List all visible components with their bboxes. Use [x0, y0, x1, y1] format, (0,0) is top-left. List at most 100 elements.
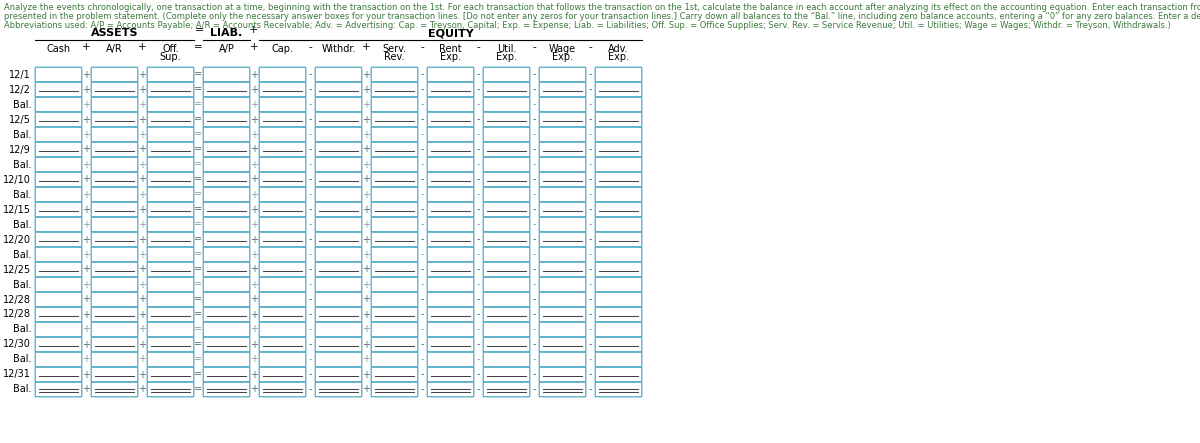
Text: -: -: [533, 325, 536, 334]
Text: LIAB.: LIAB.: [210, 28, 242, 38]
Text: +: +: [138, 70, 146, 79]
FancyBboxPatch shape: [148, 382, 194, 397]
FancyBboxPatch shape: [539, 82, 586, 97]
FancyBboxPatch shape: [595, 67, 642, 82]
Text: -: -: [421, 385, 425, 395]
FancyBboxPatch shape: [203, 292, 250, 307]
FancyBboxPatch shape: [259, 202, 306, 217]
FancyBboxPatch shape: [91, 232, 138, 247]
FancyBboxPatch shape: [595, 367, 642, 382]
Text: =: =: [194, 129, 203, 140]
FancyBboxPatch shape: [371, 127, 418, 142]
FancyBboxPatch shape: [316, 217, 362, 232]
Text: 12/9: 12/9: [10, 144, 31, 155]
FancyBboxPatch shape: [203, 352, 250, 367]
FancyBboxPatch shape: [203, 307, 250, 322]
FancyBboxPatch shape: [484, 157, 530, 172]
FancyBboxPatch shape: [35, 292, 82, 307]
FancyBboxPatch shape: [427, 82, 474, 97]
Text: -: -: [476, 339, 480, 350]
Text: -: -: [421, 264, 425, 275]
FancyBboxPatch shape: [539, 247, 586, 262]
FancyBboxPatch shape: [148, 277, 194, 292]
FancyBboxPatch shape: [371, 172, 418, 187]
FancyBboxPatch shape: [595, 232, 642, 247]
FancyBboxPatch shape: [148, 67, 194, 82]
FancyBboxPatch shape: [371, 112, 418, 127]
FancyBboxPatch shape: [35, 202, 82, 217]
Text: -: -: [476, 205, 480, 214]
Text: +: +: [251, 234, 258, 245]
FancyBboxPatch shape: [595, 307, 642, 322]
Text: Bal.: Bal.: [12, 354, 31, 365]
Text: +: +: [138, 175, 146, 184]
FancyBboxPatch shape: [539, 322, 586, 337]
FancyBboxPatch shape: [539, 127, 586, 142]
Text: -: -: [421, 280, 425, 289]
Text: +: +: [138, 354, 146, 365]
FancyBboxPatch shape: [203, 382, 250, 397]
Text: +: +: [138, 85, 146, 94]
FancyBboxPatch shape: [259, 217, 306, 232]
Text: +: +: [83, 310, 90, 319]
Text: 12/25: 12/25: [2, 264, 31, 275]
FancyBboxPatch shape: [148, 217, 194, 232]
Text: -: -: [308, 310, 312, 319]
Text: =: =: [194, 25, 204, 35]
FancyBboxPatch shape: [427, 382, 474, 397]
Text: +: +: [251, 310, 258, 319]
Text: -: -: [421, 85, 425, 94]
Text: +: +: [251, 190, 258, 199]
Text: +: +: [362, 85, 371, 94]
Text: -: -: [476, 190, 480, 199]
Text: -: -: [421, 325, 425, 334]
FancyBboxPatch shape: [203, 157, 250, 172]
Text: -: -: [421, 205, 425, 214]
Text: +: +: [362, 219, 371, 229]
Text: -: -: [476, 310, 480, 319]
Text: +: +: [362, 205, 371, 214]
FancyBboxPatch shape: [259, 277, 306, 292]
FancyBboxPatch shape: [148, 247, 194, 262]
Text: =: =: [194, 42, 203, 52]
FancyBboxPatch shape: [484, 202, 530, 217]
Text: -: -: [533, 42, 536, 52]
Text: -: -: [308, 249, 312, 260]
FancyBboxPatch shape: [484, 97, 530, 112]
FancyBboxPatch shape: [259, 262, 306, 277]
Text: +: +: [362, 280, 371, 289]
FancyBboxPatch shape: [91, 382, 138, 397]
FancyBboxPatch shape: [427, 202, 474, 217]
FancyBboxPatch shape: [371, 247, 418, 262]
Text: -: -: [533, 205, 536, 214]
FancyBboxPatch shape: [35, 307, 82, 322]
Text: 12/28: 12/28: [2, 295, 31, 304]
Text: +: +: [138, 280, 146, 289]
Text: 12/2: 12/2: [10, 85, 31, 94]
Text: -: -: [476, 264, 480, 275]
FancyBboxPatch shape: [371, 157, 418, 172]
FancyBboxPatch shape: [203, 217, 250, 232]
FancyBboxPatch shape: [203, 112, 250, 127]
FancyBboxPatch shape: [148, 97, 194, 112]
Text: Bal.: Bal.: [12, 385, 31, 395]
Text: -: -: [308, 190, 312, 199]
Text: -: -: [308, 129, 312, 140]
Text: 12/5: 12/5: [10, 114, 31, 124]
FancyBboxPatch shape: [484, 262, 530, 277]
Text: +: +: [362, 325, 371, 334]
Text: A/R: A/R: [106, 44, 122, 54]
Text: -: -: [421, 159, 425, 170]
FancyBboxPatch shape: [539, 217, 586, 232]
Text: -: -: [308, 70, 312, 79]
Text: -: -: [476, 42, 480, 52]
Text: +: +: [251, 354, 258, 365]
FancyBboxPatch shape: [91, 292, 138, 307]
Text: =: =: [194, 190, 203, 199]
FancyBboxPatch shape: [316, 127, 362, 142]
FancyBboxPatch shape: [539, 307, 586, 322]
FancyBboxPatch shape: [35, 112, 82, 127]
FancyBboxPatch shape: [203, 187, 250, 202]
FancyBboxPatch shape: [427, 172, 474, 187]
FancyBboxPatch shape: [484, 67, 530, 82]
